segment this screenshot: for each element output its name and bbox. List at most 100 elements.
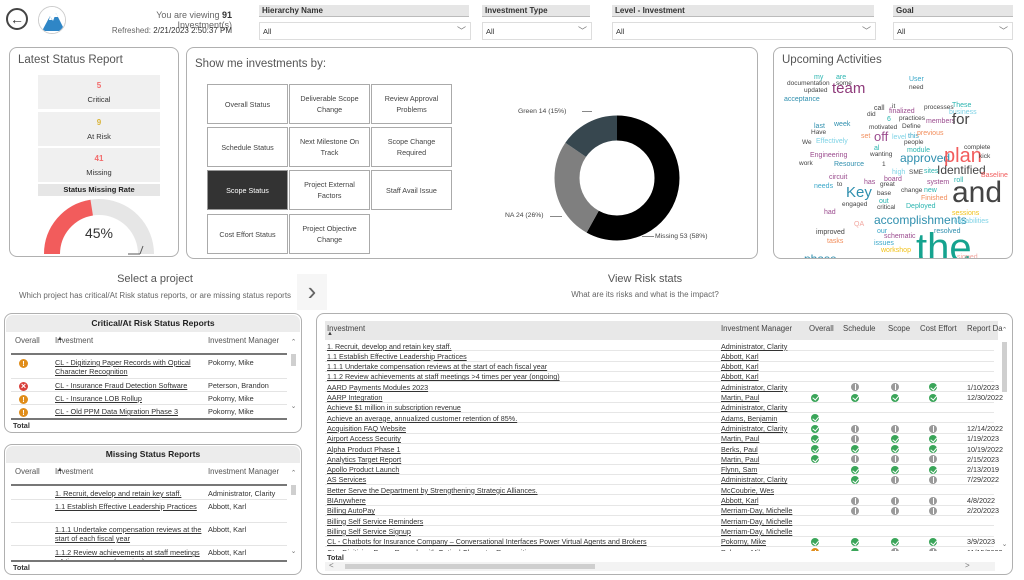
word-cloud-word[interactable]: great — [880, 181, 895, 188]
manager-link[interactable]: Adams, Benjamin — [721, 413, 778, 423]
table-row[interactable]: Billing Self Service Signup Merriam-Day, … — [325, 526, 994, 537]
manager-link[interactable]: Pokorny, Mike — [721, 537, 767, 547]
kpi-critical[interactable]: 5 Critical — [38, 75, 160, 109]
col-investment[interactable]: Investment — [327, 324, 366, 333]
word-cloud-word[interactable]: Resource — [834, 161, 864, 168]
word-cloud-word[interactable]: for — [952, 111, 970, 128]
col-overall[interactable]: Overall — [15, 336, 40, 345]
manager-link[interactable]: Merriam-Day, Michelle — [721, 506, 793, 516]
investment-link[interactable]: 1.1.2 Review achievements at staff meeti… — [327, 372, 560, 382]
col-investment[interactable]: Investment — [55, 336, 94, 345]
table-row[interactable]: CL - Digitizing Paper Records with Optic… — [325, 547, 1002, 552]
scope-status-button[interactable]: Scope Status — [207, 170, 288, 210]
word-cloud-word[interactable]: finalized — [889, 108, 915, 115]
word-cloud-word[interactable]: circuit — [829, 174, 848, 181]
table-row[interactable]: Analytics Target Report Martin, Paul 2/15/… — [325, 454, 999, 465]
word-cloud-word[interactable]: the — [916, 226, 972, 259]
col-report-date[interactable]: Report Da — [967, 324, 1003, 333]
investment-link[interactable]: Airport Access Security — [327, 434, 401, 444]
scroll-down-icon[interactable]: ⌄ — [1001, 541, 1008, 548]
vertical-scrollbar[interactable]: ⌃ ⌄ — [289, 467, 298, 559]
word-cloud-word[interactable]: call — [874, 105, 885, 112]
word-cloud-word[interactable]: business — [949, 109, 977, 116]
manager-link[interactable]: Merriam-Day, Michelle — [721, 526, 793, 536]
word-cloud-word[interactable]: sessions — [952, 210, 980, 217]
donut-slice-green[interactable] — [554, 115, 680, 241]
word-cloud-word[interactable]: previous — [917, 130, 944, 137]
investment-link[interactable]: CL - Digitizing Paper Records with Optic… — [55, 358, 191, 376]
horizontal-scrollbar[interactable]: < > — [325, 561, 995, 571]
col-overall[interactable]: Overall — [809, 324, 834, 333]
investment-link[interactable]: 1.1.1 Undertake compensation reviews at … — [327, 362, 548, 372]
manager-link[interactable]: Administrator, Clarity — [721, 475, 788, 485]
word-cloud-word[interactable]: resolved — [934, 228, 961, 235]
word-cloud-word[interactable]: needs — [814, 183, 834, 190]
table-row[interactable]: CL - Insurance Fraud Detection Software P… — [11, 379, 287, 392]
word-cloud-word[interactable]: week — [834, 121, 851, 128]
manager-link[interactable]: Martin, Paul — [721, 454, 760, 464]
investment-link[interactable]: CL - Insurance LOB Rollup — [55, 394, 142, 403]
investment-link[interactable]: AARP Integration — [327, 393, 383, 402]
word-cloud-word[interactable]: approved — [900, 151, 951, 165]
manager-link[interactable]: Abbott, Karl — [721, 372, 759, 382]
next-milestone-button[interactable]: Next Milestone On Track — [289, 127, 370, 167]
word-cloud-word[interactable]: to — [837, 181, 843, 188]
scope-change-required-button[interactable]: Scope Change Required — [371, 127, 452, 167]
word-cloud-word[interactable]: set — [861, 133, 871, 140]
word-cloud-word[interactable]: Baseline — [981, 172, 1008, 179]
word-cloud-word[interactable]: schematic — [884, 233, 916, 240]
word-cloud-word[interactable]: sites — [924, 168, 939, 175]
word-cloud-word[interactable]: workshop — [881, 247, 911, 254]
col-investment[interactable]: Investment — [55, 467, 94, 476]
investment-link[interactable]: Achieve an average, annualized customer … — [327, 413, 518, 423]
manager-link[interactable]: Administrator, Clarity — [721, 403, 788, 413]
word-cloud-word[interactable]: practices — [899, 115, 926, 122]
project-external-factors-button[interactable]: Project External Factors — [289, 170, 370, 210]
word-cloud-word[interactable]: updated — [804, 87, 828, 94]
word-cloud-word[interactable]: Engineering — [810, 152, 848, 159]
word-cloud-word[interactable]: documentation — [787, 80, 830, 87]
word-cloud-word[interactable]: roll — [954, 177, 964, 184]
investment-type-dropdown[interactable]: All ﹀ — [482, 22, 592, 40]
table-row[interactable]: Achieve an average, annualized customer … — [325, 413, 994, 424]
table-row[interactable]: BIAnywhere Abbott, Karl 4/8/2022 — [325, 496, 995, 506]
word-cloud-word[interactable]: module — [907, 147, 930, 154]
table-row[interactable]: Better Serve the Department by Strengthe… — [325, 485, 994, 496]
word-cloud-word[interactable]: this — [908, 133, 919, 140]
review-approval-problems-button[interactable]: Review Approval Problems — [371, 84, 452, 124]
staff-avail-issue-button[interactable]: Staff Avail Issue — [371, 170, 452, 210]
investment-link[interactable]: BIAnywhere — [327, 496, 366, 505]
table-row[interactable]: 1.1.2 Review achievements at staff meeti… — [325, 372, 994, 383]
word-cloud-word[interactable]: my — [814, 74, 824, 81]
word-cloud-word[interactable]: our — [877, 228, 888, 235]
col-investment-manager[interactable]: Investment Manager — [721, 324, 793, 333]
hierarchy-dropdown[interactable]: All ﹀ — [259, 22, 471, 40]
manager-link[interactable]: Abbott, Karl — [721, 362, 759, 372]
word-cloud-word[interactable]: work — [799, 160, 813, 167]
table-row[interactable]: CL - Chatbots for Insurance Company – Co… — [325, 537, 995, 547]
word-cloud-word[interactable]: and — [952, 176, 1003, 209]
scroll-down-icon[interactable]: ⌄ — [290, 403, 297, 410]
investment-link[interactable]: 1.1.1 Undertake compensation reviews at … — [55, 525, 202, 543]
word-cloud-word[interactable]: 1 — [882, 161, 886, 168]
table-row[interactable]: 1.1 Establish Effective Leadership Pract… — [11, 500, 287, 523]
word-cloud-word[interactable]: had — [824, 209, 836, 216]
word-cloud-word[interactable]: capabilities — [954, 218, 989, 225]
word-cloud-word[interactable]: motivated — [869, 124, 898, 131]
manager-link[interactable]: Pokorny, Mike — [721, 548, 766, 552]
word-cloud-word[interactable]: did — [867, 111, 876, 118]
word-cloud-word[interactable]: signed — [957, 254, 978, 259]
word-cloud-word[interactable]: product — [836, 258, 859, 259]
scroll-up-icon[interactable]: ⌃ — [290, 339, 297, 346]
table-row[interactable]: Achieve $1 million in subscription reven… — [325, 403, 994, 414]
word-cloud-word[interactable]: are — [836, 74, 847, 81]
word-cloud-word[interactable]: members — [926, 118, 956, 125]
next-page-button[interactable]: › — [297, 274, 327, 310]
manager-link[interactable]: Martin, Paul — [721, 434, 760, 444]
vertical-scrollbar[interactable]: ⌃ ⌄ — [1000, 322, 1009, 552]
word-cloud-word[interactable]: Have — [811, 129, 827, 136]
manager-link[interactable]: Merriam-Day, Michelle — [721, 516, 793, 526]
investment-link[interactable]: Acquisition FAQ Website — [327, 423, 406, 433]
investment-link[interactable]: AS Services — [327, 475, 367, 485]
word-cloud-word[interactable]: last — [814, 123, 825, 130]
